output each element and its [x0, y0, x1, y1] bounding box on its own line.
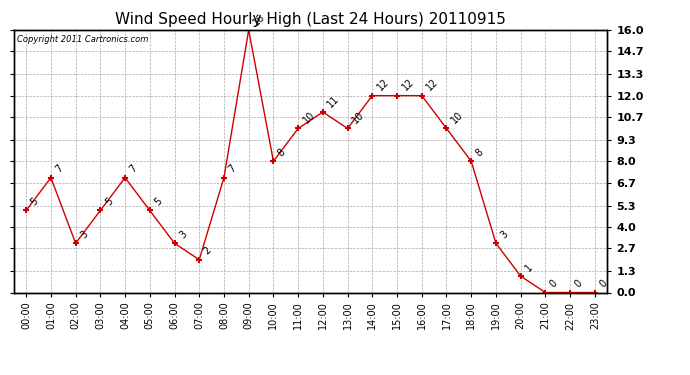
Text: 12: 12: [424, 77, 440, 93]
Text: 12: 12: [400, 77, 415, 93]
Text: Copyright 2011 Cartronics.com: Copyright 2011 Cartronics.com: [17, 35, 148, 44]
Text: 8: 8: [276, 147, 288, 159]
Text: 0: 0: [548, 278, 560, 290]
Text: 12: 12: [375, 77, 391, 93]
Text: 2: 2: [202, 245, 213, 257]
Text: 5: 5: [29, 196, 41, 208]
Text: 3: 3: [177, 229, 188, 240]
Text: 7: 7: [128, 164, 139, 175]
Text: 1: 1: [524, 262, 535, 273]
Text: 7: 7: [227, 164, 238, 175]
Text: 11: 11: [326, 93, 342, 109]
Text: 16: 16: [251, 12, 267, 27]
Text: 10: 10: [351, 110, 366, 126]
Text: 7: 7: [54, 164, 65, 175]
Title: Wind Speed Hourly High (Last 24 Hours) 20110915: Wind Speed Hourly High (Last 24 Hours) 2…: [115, 12, 506, 27]
Text: 10: 10: [449, 110, 465, 126]
Text: 10: 10: [301, 110, 317, 126]
Text: 3: 3: [79, 229, 90, 240]
Text: 8: 8: [474, 147, 485, 159]
Text: 3: 3: [499, 229, 510, 240]
Text: 5: 5: [103, 196, 115, 208]
Text: 5: 5: [152, 196, 164, 208]
Text: 0: 0: [598, 278, 609, 290]
Text: 0: 0: [573, 278, 584, 290]
